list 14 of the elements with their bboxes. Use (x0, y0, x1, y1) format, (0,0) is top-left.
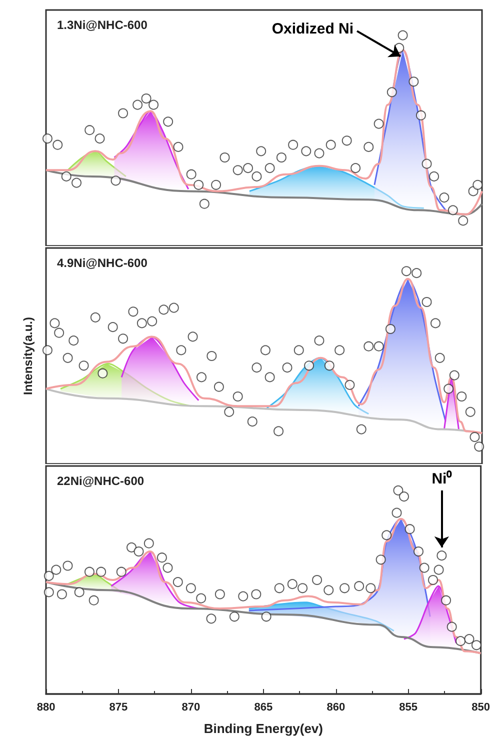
x-tick-label: 860 (326, 702, 346, 714)
chart-title: 1.3Ni@NHC-600 (57, 18, 148, 32)
annotation: Ni⁰ (432, 469, 453, 488)
x-tick-label: 855 (399, 702, 418, 714)
x-tick-label: 865 (254, 702, 273, 714)
chart-title: 4.9Ni@NHC-600 (57, 256, 148, 270)
annotation: Oxidized Ni (272, 20, 354, 38)
x-axis-title: Binding Energy(ev) (204, 721, 324, 736)
x-tick-label: 870 (182, 702, 200, 714)
chart-title: 22Ni@NHC-600 (57, 474, 144, 488)
x-tick-label: 880 (36, 702, 56, 714)
x-tick-label: 875 (109, 702, 128, 714)
x-tick-label: 850 (472, 702, 490, 714)
y-axis-title: Intensity(a.u.) (21, 316, 35, 396)
